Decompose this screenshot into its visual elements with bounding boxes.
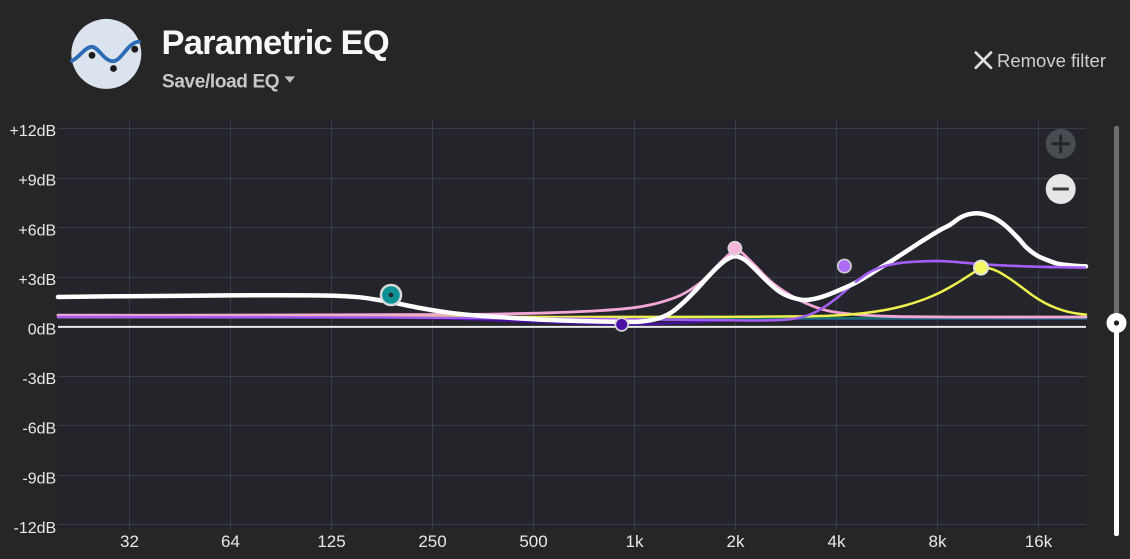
svg-text:+6dB: +6dB <box>18 222 56 239</box>
svg-text:1k: 1k <box>626 532 644 551</box>
svg-text:0dB: 0dB <box>28 322 56 339</box>
svg-text:64: 64 <box>221 532 240 551</box>
svg-text:-12dB: -12dB <box>13 520 56 537</box>
svg-text:+3dB: +3dB <box>18 272 56 289</box>
svg-text:+12dB: +12dB <box>9 123 56 140</box>
svg-text:Remove filter: Remove filter <box>997 50 1106 71</box>
svg-text:250: 250 <box>418 532 446 551</box>
svg-text:-3dB: -3dB <box>22 371 56 388</box>
svg-text:Save/load EQ: Save/load EQ <box>162 72 279 93</box>
svg-text:4k: 4k <box>828 532 846 551</box>
svg-text:Parametric EQ: Parametric EQ <box>162 24 389 62</box>
svg-text:125: 125 <box>317 532 345 551</box>
svg-text:+9dB: +9dB <box>18 173 56 190</box>
svg-text:16k: 16k <box>1025 532 1053 551</box>
svg-text:8k: 8k <box>929 532 947 551</box>
svg-text:500: 500 <box>519 532 547 551</box>
svg-text:32: 32 <box>120 532 139 551</box>
svg-text:2k: 2k <box>727 532 745 551</box>
svg-text:-6dB: -6dB <box>22 421 56 438</box>
svg-text:-9dB: -9dB <box>22 470 56 487</box>
